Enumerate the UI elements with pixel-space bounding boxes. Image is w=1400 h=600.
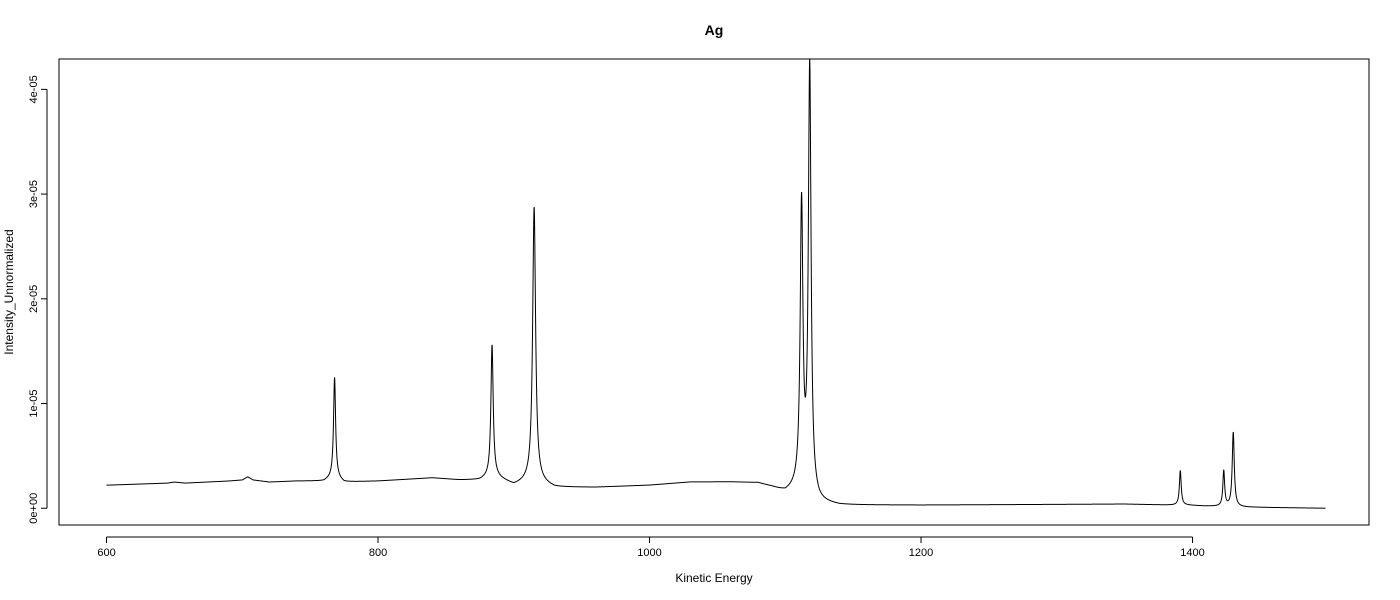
x-tick-label: 800 bbox=[369, 547, 387, 559]
x-tick-label: 1000 bbox=[637, 547, 661, 559]
x-tick-label: 1200 bbox=[909, 547, 933, 559]
x-tick-label: 600 bbox=[97, 547, 115, 559]
y-axis: 0e+00 1e-05 2e-05 3e-05 4e-05 bbox=[28, 75, 48, 524]
x-axis: 600 800 1000 1200 1400 bbox=[97, 536, 1205, 559]
y-tick-label: 0e+00 bbox=[28, 493, 40, 524]
x-tick-label: 1400 bbox=[1180, 547, 1204, 559]
x-axis-label: Kinetic Energy bbox=[675, 571, 752, 585]
spectrum-line bbox=[106, 58, 1326, 509]
chart-title: Ag bbox=[705, 22, 724, 38]
y-tick-label: 1e-05 bbox=[28, 389, 40, 417]
y-axis-label: Intensity_Unnormalized bbox=[2, 229, 16, 354]
y-tick-label: 3e-05 bbox=[28, 180, 40, 208]
plot-frame bbox=[58, 58, 1370, 526]
y-tick-label: 4e-05 bbox=[28, 75, 40, 103]
y-tick-label: 2e-05 bbox=[28, 285, 40, 313]
